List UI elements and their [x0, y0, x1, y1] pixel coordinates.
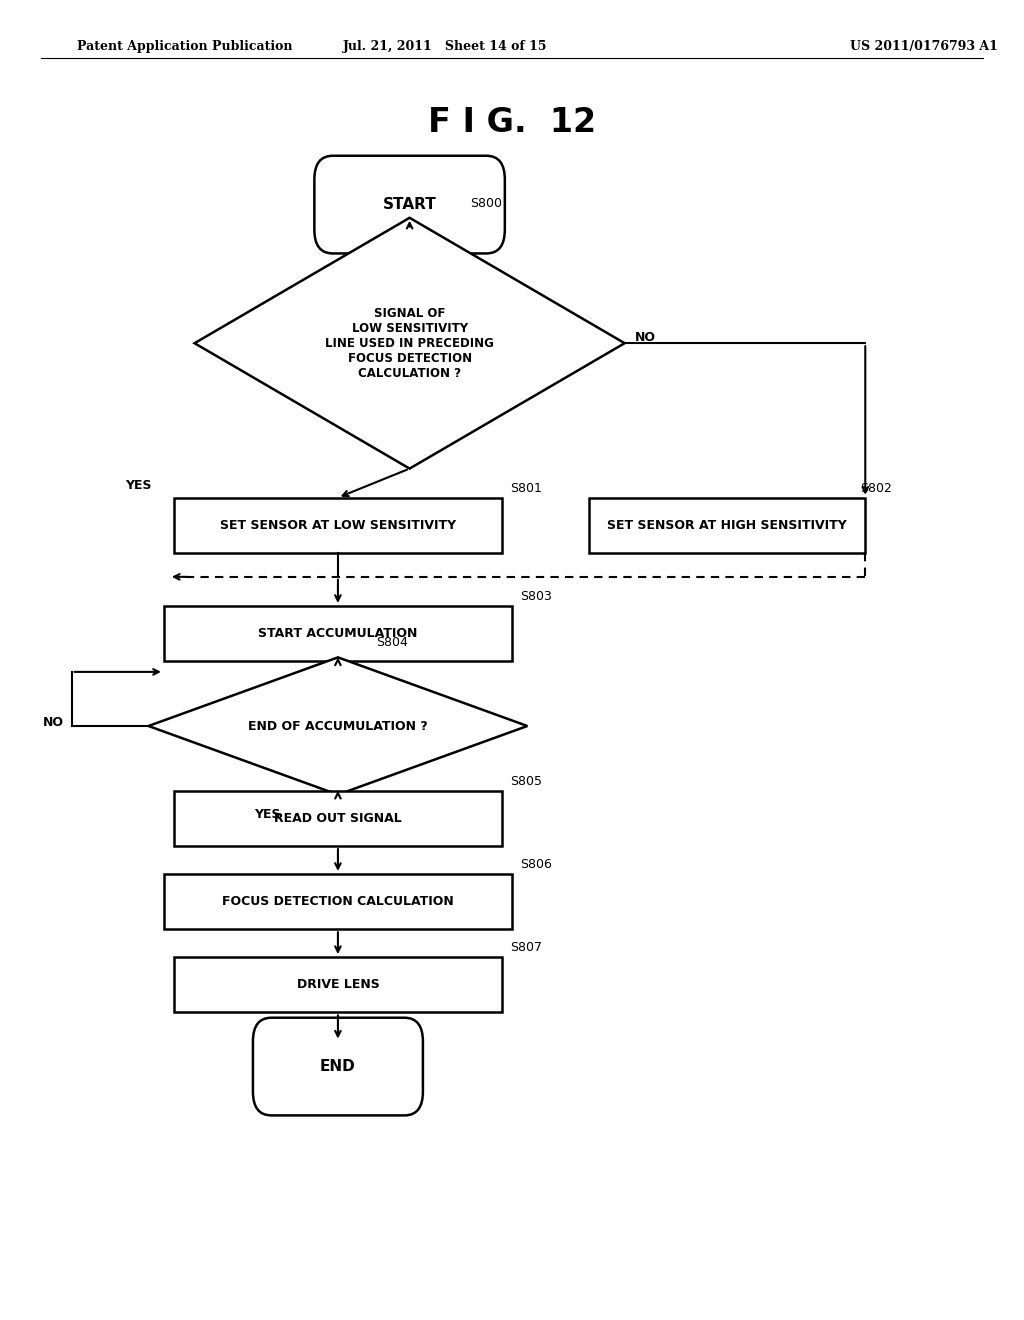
Bar: [174, 791, 502, 846]
Text: F I G.  12: F I G. 12: [428, 106, 596, 139]
Text: NO: NO: [42, 715, 63, 729]
Text: YES: YES: [255, 808, 281, 821]
Text: END OF ACCUMULATION ?: END OF ACCUMULATION ?: [248, 719, 428, 733]
Text: S800: S800: [470, 197, 502, 210]
Text: FOCUS DETECTION CALCULATION: FOCUS DETECTION CALCULATION: [222, 895, 454, 908]
Text: DRIVE LENS: DRIVE LENS: [297, 978, 379, 991]
FancyBboxPatch shape: [314, 156, 505, 253]
Bar: [164, 606, 512, 661]
Text: START ACCUMULATION: START ACCUMULATION: [258, 627, 418, 640]
Polygon shape: [148, 657, 527, 795]
Bar: [174, 498, 502, 553]
Text: SET SENSOR AT HIGH SENSITIVITY: SET SENSOR AT HIGH SENSITIVITY: [607, 519, 847, 532]
Text: S803: S803: [520, 590, 552, 603]
Text: NO: NO: [635, 331, 656, 345]
Text: Patent Application Publication: Patent Application Publication: [77, 40, 292, 53]
Text: S806: S806: [520, 858, 552, 871]
Bar: [174, 957, 502, 1012]
Polygon shape: [195, 218, 625, 469]
FancyBboxPatch shape: [253, 1018, 423, 1115]
Text: US 2011/0176793 A1: US 2011/0176793 A1: [850, 40, 997, 53]
Text: READ OUT SIGNAL: READ OUT SIGNAL: [274, 812, 401, 825]
Text: S805: S805: [510, 775, 542, 788]
Text: START: START: [383, 197, 436, 213]
Text: Jul. 21, 2011   Sheet 14 of 15: Jul. 21, 2011 Sheet 14 of 15: [343, 40, 548, 53]
Text: SET SENSOR AT LOW SENSITIVITY: SET SENSOR AT LOW SENSITIVITY: [220, 519, 456, 532]
Text: YES: YES: [125, 479, 152, 492]
Text: S804: S804: [376, 636, 408, 649]
Bar: [589, 498, 865, 553]
Text: END: END: [321, 1059, 355, 1074]
Text: SIGNAL OF
LOW SENSITIVITY
LINE USED IN PRECEDING
FOCUS DETECTION
CALCULATION ?: SIGNAL OF LOW SENSITIVITY LINE USED IN P…: [326, 306, 494, 380]
Bar: [164, 874, 512, 929]
Text: S802: S802: [860, 482, 892, 495]
Text: S807: S807: [510, 941, 542, 954]
Text: S801: S801: [510, 482, 542, 495]
